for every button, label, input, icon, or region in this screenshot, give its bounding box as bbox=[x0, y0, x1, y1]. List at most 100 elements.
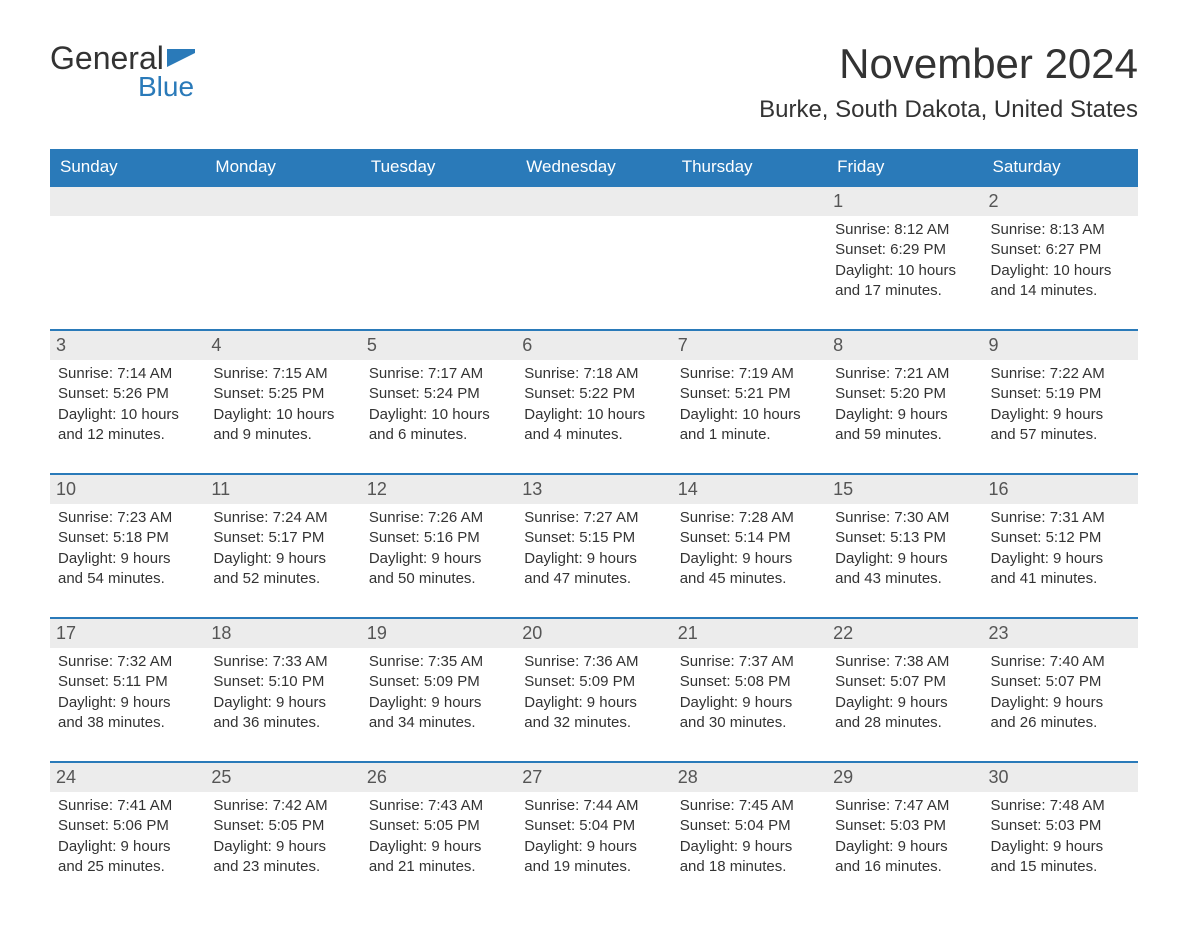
day-cell-18: 18 Sunrise: 7:33 AMSunset: 5:10 PMDayligh… bbox=[205, 618, 360, 762]
day-info: Sunrise: 7:35 AMSunset: 5:09 PMDaylight:… bbox=[369, 652, 508, 733]
day-info: Sunrise: 7:14 AMSunset: 5:26 PMDaylight:… bbox=[58, 364, 197, 445]
day-number: 14 bbox=[672, 475, 827, 504]
sunset-text: Sunset: 5:22 PM bbox=[524, 384, 663, 404]
day-number: 11 bbox=[205, 475, 360, 504]
day-number: 13 bbox=[516, 475, 671, 504]
day-cell-30: 30Sunrise: 7:48 AMSunset: 5:03 PMDayligh… bbox=[983, 762, 1138, 905]
daylight-text: Daylight: 9 hours and 32 minutes. bbox=[524, 693, 663, 734]
day-cell-26: 26Sunrise: 7:43 AMSunset: 5:05 PMDayligh… bbox=[361, 762, 516, 905]
day-number: 30 bbox=[983, 763, 1138, 792]
week-row: 24Sunrise: 7:41 AMSunset: 5:06 PMDayligh… bbox=[50, 762, 1138, 905]
daylight-text: Daylight: 9 hours and 50 minutes. bbox=[369, 549, 508, 590]
day-number: 18 bbox=[205, 619, 360, 648]
day-cell-empty bbox=[205, 186, 360, 330]
day-info: Sunrise: 8:12 AMSunset: 6:29 PMDaylight:… bbox=[835, 220, 974, 301]
day-number: 16 bbox=[983, 475, 1138, 504]
sunset-text: Sunset: 5:10 PM bbox=[213, 672, 352, 692]
sunset-text: Sunset: 5:04 PM bbox=[524, 816, 663, 836]
daylight-text: Daylight: 9 hours and 26 minutes. bbox=[991, 693, 1130, 734]
sunset-text: Sunset: 6:29 PM bbox=[835, 240, 974, 260]
day-number: 9 bbox=[983, 331, 1138, 360]
page-header: General Blue November 2024 Burke, South … bbox=[50, 40, 1138, 124]
day-info: Sunrise: 7:47 AMSunset: 5:03 PMDaylight:… bbox=[835, 796, 974, 877]
day-cell-7: 7Sunrise: 7:19 AMSunset: 5:21 PMDaylight… bbox=[672, 330, 827, 474]
sunrise-text: Sunrise: 7:36 AM bbox=[524, 652, 663, 672]
daylight-text: Daylight: 10 hours and 4 minutes. bbox=[524, 405, 663, 446]
day-info: Sunrise: 7:41 AMSunset: 5:06 PMDaylight:… bbox=[58, 796, 197, 877]
day-info: Sunrise: 7:30 AMSunset: 5:13 PMDaylight:… bbox=[835, 508, 974, 589]
day-cell-29: 29Sunrise: 7:47 AMSunset: 5:03 PMDayligh… bbox=[827, 762, 982, 905]
sunrise-text: Sunrise: 7:43 AM bbox=[369, 796, 508, 816]
daylight-text: Daylight: 9 hours and 28 minutes. bbox=[835, 693, 974, 734]
day-cell-11: 11 Sunrise: 7:24 AMSunset: 5:17 PMDayligh… bbox=[205, 474, 360, 618]
day-cell-8: 8Sunrise: 7:21 AMSunset: 5:20 PMDaylight… bbox=[827, 330, 982, 474]
day-info: Sunrise: 7:33 AMSunset: 5:10 PMDaylight:… bbox=[213, 652, 352, 733]
daylight-text: Daylight: 9 hours and 34 minutes. bbox=[369, 693, 508, 734]
day-cell-17: 17Sunrise: 7:32 AMSunset: 5:11 PMDayligh… bbox=[50, 618, 205, 762]
sunset-text: Sunset: 5:20 PM bbox=[835, 384, 974, 404]
day-number: 6 bbox=[516, 331, 671, 360]
daylight-text: Daylight: 9 hours and 15 minutes. bbox=[991, 837, 1130, 878]
day-number: 10 bbox=[50, 475, 205, 504]
day-cell-empty bbox=[672, 186, 827, 330]
day-number bbox=[205, 187, 360, 216]
sunset-text: Sunset: 5:13 PM bbox=[835, 528, 974, 548]
day-header-monday: Monday bbox=[205, 149, 360, 186]
day-number: 12 bbox=[361, 475, 516, 504]
day-info: Sunrise: 7:15 AMSunset: 5:25 PMDaylight:… bbox=[213, 364, 352, 445]
day-cell-2: 2Sunrise: 8:13 AMSunset: 6:27 PMDaylight… bbox=[983, 186, 1138, 330]
sunset-text: Sunset: 5:04 PM bbox=[680, 816, 819, 836]
sunset-text: Sunset: 5:03 PM bbox=[835, 816, 974, 836]
sunset-text: Sunset: 5:18 PM bbox=[58, 528, 197, 548]
day-number: 15 bbox=[827, 475, 982, 504]
day-number: 17 bbox=[50, 619, 205, 648]
sunrise-text: Sunrise: 7:41 AM bbox=[58, 796, 197, 816]
sunset-text: Sunset: 6:27 PM bbox=[991, 240, 1130, 260]
day-header-sunday: Sunday bbox=[50, 149, 205, 186]
day-number: 20 bbox=[516, 619, 671, 648]
day-cell-empty bbox=[361, 186, 516, 330]
sunrise-text: Sunrise: 7:17 AM bbox=[369, 364, 508, 384]
day-cell-24: 24Sunrise: 7:41 AMSunset: 5:06 PMDayligh… bbox=[50, 762, 205, 905]
day-header-wednesday: Wednesday bbox=[516, 149, 671, 186]
day-number: 22 bbox=[827, 619, 982, 648]
day-number bbox=[50, 187, 205, 216]
daylight-text: Daylight: 9 hours and 38 minutes. bbox=[58, 693, 197, 734]
daylight-text: Daylight: 9 hours and 41 minutes. bbox=[991, 549, 1130, 590]
daylight-text: Daylight: 9 hours and 52 minutes. bbox=[213, 549, 352, 590]
day-number: 1 bbox=[827, 187, 982, 216]
sunrise-text: Sunrise: 7:35 AM bbox=[369, 652, 508, 672]
daylight-text: Daylight: 10 hours and 17 minutes. bbox=[835, 261, 974, 302]
sunrise-text: Sunrise: 7:48 AM bbox=[991, 796, 1130, 816]
sunset-text: Sunset: 5:06 PM bbox=[58, 816, 197, 836]
sunset-text: Sunset: 5:25 PM bbox=[213, 384, 352, 404]
day-number: 26 bbox=[361, 763, 516, 792]
day-cell-22: 22 Sunrise: 7:38 AMSunset: 5:07 PMDayligh… bbox=[827, 618, 982, 762]
day-header-row: SundayMondayTuesdayWednesdayThursdayFrid… bbox=[50, 149, 1138, 186]
day-cell-20: 20Sunrise: 7:36 AMSunset: 5:09 PMDayligh… bbox=[516, 618, 671, 762]
day-cell-28: 28Sunrise: 7:45 AMSunset: 5:04 PMDayligh… bbox=[672, 762, 827, 905]
day-info: Sunrise: 7:44 AMSunset: 5:04 PMDaylight:… bbox=[524, 796, 663, 877]
day-info: Sunrise: 7:19 AMSunset: 5:21 PMDaylight:… bbox=[680, 364, 819, 445]
day-info: Sunrise: 7:45 AMSunset: 5:04 PMDaylight:… bbox=[680, 796, 819, 877]
sunrise-text: Sunrise: 7:40 AM bbox=[991, 652, 1130, 672]
daylight-text: Daylight: 9 hours and 45 minutes. bbox=[680, 549, 819, 590]
daylight-text: Daylight: 10 hours and 9 minutes. bbox=[213, 405, 352, 446]
day-number: 25 bbox=[205, 763, 360, 792]
day-info: Sunrise: 7:24 AMSunset: 5:17 PMDaylight:… bbox=[213, 508, 352, 589]
sunset-text: Sunset: 5:14 PM bbox=[680, 528, 819, 548]
day-info: Sunrise: 7:38 AMSunset: 5:07 PMDaylight:… bbox=[835, 652, 974, 733]
sunset-text: Sunset: 5:05 PM bbox=[369, 816, 508, 836]
day-header-thursday: Thursday bbox=[672, 149, 827, 186]
sunrise-text: Sunrise: 7:19 AM bbox=[680, 364, 819, 384]
logo-text-bottom: Blue bbox=[138, 71, 195, 103]
daylight-text: Daylight: 9 hours and 54 minutes. bbox=[58, 549, 197, 590]
day-number: 27 bbox=[516, 763, 671, 792]
sunset-text: Sunset: 5:19 PM bbox=[991, 384, 1130, 404]
daylight-text: Daylight: 9 hours and 43 minutes. bbox=[835, 549, 974, 590]
sunset-text: Sunset: 5:17 PM bbox=[213, 528, 352, 548]
day-cell-9: 9Sunrise: 7:22 AMSunset: 5:19 PMDaylight… bbox=[983, 330, 1138, 474]
day-cell-empty bbox=[50, 186, 205, 330]
sunrise-text: Sunrise: 7:33 AM bbox=[213, 652, 352, 672]
day-number: 5 bbox=[361, 331, 516, 360]
